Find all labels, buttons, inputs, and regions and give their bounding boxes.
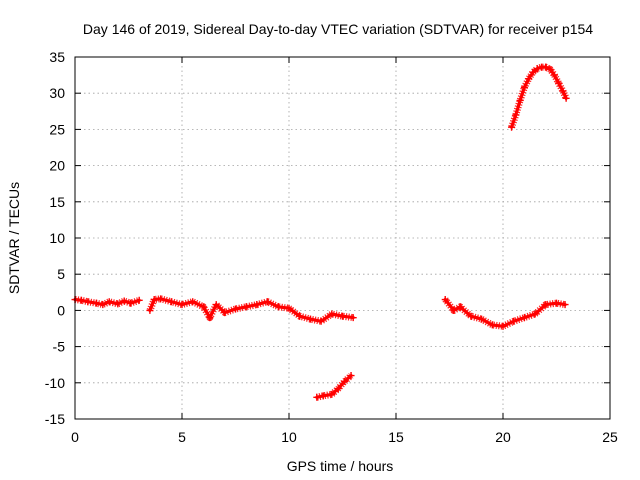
data-point — [84, 298, 92, 306]
y-tick-label: 5 — [57, 266, 65, 282]
data-point — [328, 310, 336, 318]
data-point — [349, 314, 357, 322]
data-point — [178, 301, 186, 309]
data-point — [508, 123, 516, 131]
grid — [75, 57, 610, 419]
data-point — [150, 296, 158, 304]
x-axis-label: GPS time / hours — [287, 458, 394, 474]
data-point — [146, 306, 154, 314]
data-point — [488, 321, 496, 329]
data-point — [542, 63, 550, 71]
data-point — [313, 393, 321, 401]
data-point — [478, 315, 486, 323]
data-point — [516, 96, 524, 104]
data-point — [285, 304, 293, 312]
y-tick-label: -10 — [45, 375, 65, 391]
y-tick-label: 20 — [49, 158, 65, 174]
data-point — [157, 295, 165, 303]
data-point — [253, 301, 261, 309]
y-tick-label: 10 — [49, 230, 65, 246]
axis-ticks: 0 5 10 15 20 25 -15 -10 -5 0 5 10 15 20 25 30 35 — [45, 49, 618, 445]
data-point — [553, 299, 560, 307]
data-point — [77, 296, 85, 304]
data-point — [339, 312, 346, 320]
data-point — [542, 301, 550, 309]
data-point — [510, 317, 518, 325]
data-point — [319, 392, 327, 400]
data-point — [242, 303, 250, 311]
data-point — [525, 75, 533, 83]
data-point — [529, 68, 537, 76]
y-tick-label: 15 — [49, 194, 65, 210]
data-point — [189, 298, 197, 306]
data-point — [559, 87, 567, 95]
data-point — [135, 296, 143, 304]
data-point — [520, 83, 528, 91]
data-series-segment-1 — [73, 297, 141, 307]
plot-frame — [74, 56, 611, 420]
data-point — [127, 299, 135, 307]
data-point — [114, 300, 122, 308]
y-tick-label: 25 — [49, 121, 65, 137]
x-tick-label: 25 — [602, 429, 618, 445]
data-point — [533, 65, 541, 73]
data-point — [334, 385, 342, 393]
data-point — [512, 111, 520, 119]
data-point — [467, 312, 475, 320]
x-tick-label: 5 — [178, 429, 186, 445]
data-point — [99, 301, 107, 309]
data-point — [105, 298, 113, 306]
plot-data — [71, 63, 570, 401]
data-point — [317, 317, 325, 325]
data-series-segment-2 — [148, 297, 355, 323]
data-point — [167, 298, 175, 306]
data-point — [264, 298, 272, 306]
data-point — [206, 314, 214, 322]
data-point — [274, 303, 282, 311]
data-point — [550, 71, 558, 79]
data-point — [221, 309, 229, 317]
x-tick-label: 20 — [495, 429, 511, 445]
x-tick-label: 15 — [388, 429, 404, 445]
data-point — [546, 65, 554, 73]
data-point — [328, 390, 336, 398]
data-point — [450, 306, 458, 314]
data-point — [212, 301, 220, 309]
data-point — [562, 94, 570, 102]
data-point — [555, 79, 563, 87]
data-point — [120, 297, 128, 305]
data-point — [531, 310, 539, 318]
data-point — [306, 315, 314, 323]
data-point — [456, 303, 464, 311]
data-point — [347, 372, 355, 380]
x-tick-label: 0 — [71, 429, 79, 445]
data-point — [520, 314, 528, 322]
data-point — [199, 303, 207, 311]
chart-title: Day 146 of 2019, Sidereal Day-to-day VTE… — [83, 21, 593, 37]
y-tick-label: 30 — [49, 85, 65, 101]
y-tick-label: 0 — [57, 302, 65, 318]
data-point — [561, 301, 569, 309]
x-tick-label: 10 — [281, 429, 297, 445]
data-point — [296, 312, 304, 320]
data-point — [92, 299, 100, 307]
data-point — [441, 296, 449, 304]
data-point — [232, 305, 239, 313]
y-tick-label: -15 — [45, 411, 65, 427]
y-axis-label: SDTVAR / TECUs — [6, 182, 22, 294]
y-tick-label: 35 — [49, 49, 65, 65]
y-tick-label: -5 — [53, 339, 66, 355]
data-point — [499, 322, 507, 330]
data-point — [341, 377, 349, 385]
